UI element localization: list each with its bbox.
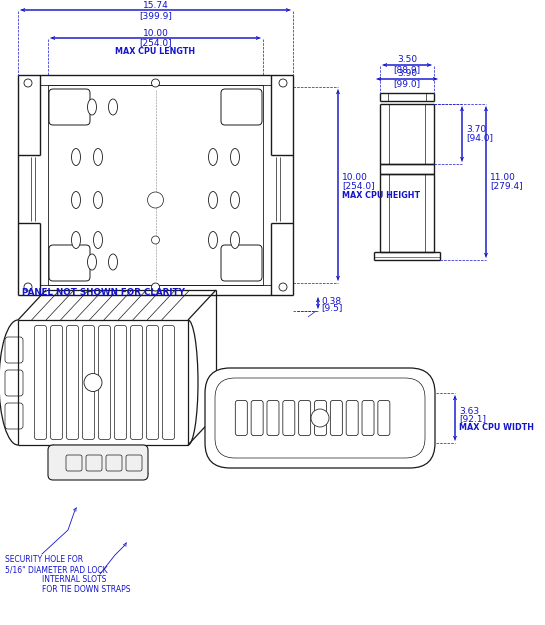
Text: 3.63: 3.63 xyxy=(459,406,479,416)
Ellipse shape xyxy=(88,99,96,115)
Circle shape xyxy=(24,79,32,87)
Text: 11.00: 11.00 xyxy=(490,173,516,181)
Circle shape xyxy=(24,283,32,291)
Circle shape xyxy=(84,374,102,391)
Text: [9.5]: [9.5] xyxy=(321,304,342,312)
FancyBboxPatch shape xyxy=(49,245,90,281)
Text: [399.9]: [399.9] xyxy=(139,11,172,21)
Text: PANEL NOT SHOWN FOR CLARITY: PANEL NOT SHOWN FOR CLARITY xyxy=(22,288,185,297)
FancyBboxPatch shape xyxy=(215,378,425,458)
Ellipse shape xyxy=(209,149,217,166)
Ellipse shape xyxy=(94,191,102,209)
Text: [88.9]: [88.9] xyxy=(393,66,421,74)
Circle shape xyxy=(279,283,287,291)
Ellipse shape xyxy=(209,231,217,249)
Circle shape xyxy=(311,409,329,427)
Text: SECURITY HOLE FOR
5/16" DIAMETER PAD LOCK: SECURITY HOLE FOR 5/16" DIAMETER PAD LOC… xyxy=(5,555,107,574)
Ellipse shape xyxy=(94,149,102,166)
Ellipse shape xyxy=(71,191,81,209)
Ellipse shape xyxy=(108,254,118,270)
FancyBboxPatch shape xyxy=(221,89,262,125)
Ellipse shape xyxy=(88,254,96,270)
Text: [92.1]: [92.1] xyxy=(459,414,486,424)
Text: 15.74: 15.74 xyxy=(143,1,168,9)
Ellipse shape xyxy=(108,99,118,115)
FancyBboxPatch shape xyxy=(221,245,262,281)
Text: [254.0]: [254.0] xyxy=(139,39,172,48)
Text: 3.50: 3.50 xyxy=(397,56,417,64)
Text: 3.90: 3.90 xyxy=(397,69,417,79)
Circle shape xyxy=(152,283,160,291)
Text: [94.0]: [94.0] xyxy=(466,134,493,142)
Text: 10.00: 10.00 xyxy=(342,174,368,182)
Text: 0.38: 0.38 xyxy=(321,296,341,306)
Circle shape xyxy=(148,192,164,208)
Circle shape xyxy=(152,79,160,87)
Ellipse shape xyxy=(231,149,239,166)
Text: MAX CPU LENGTH: MAX CPU LENGTH xyxy=(116,48,196,56)
Text: [99.0]: [99.0] xyxy=(393,79,421,89)
FancyBboxPatch shape xyxy=(205,368,435,468)
Text: 3.70: 3.70 xyxy=(466,124,486,134)
Circle shape xyxy=(89,379,97,386)
Ellipse shape xyxy=(209,191,217,209)
Ellipse shape xyxy=(231,191,239,209)
Text: MAX CPU WIDTH: MAX CPU WIDTH xyxy=(459,424,534,432)
FancyBboxPatch shape xyxy=(48,445,148,480)
FancyBboxPatch shape xyxy=(49,89,90,125)
Text: [254.0]: [254.0] xyxy=(342,181,374,191)
Ellipse shape xyxy=(94,231,102,249)
Text: INTERNAL SLOTS
FOR TIE DOWN STRAPS: INTERNAL SLOTS FOR TIE DOWN STRAPS xyxy=(42,575,130,594)
Ellipse shape xyxy=(71,231,81,249)
Text: MAX CPU HEIGHT: MAX CPU HEIGHT xyxy=(342,191,420,199)
Circle shape xyxy=(152,236,160,244)
Text: [279.4]: [279.4] xyxy=(490,181,523,191)
Ellipse shape xyxy=(71,149,81,166)
Circle shape xyxy=(316,414,324,422)
Circle shape xyxy=(279,79,287,87)
Circle shape xyxy=(152,196,160,204)
Text: 10.00: 10.00 xyxy=(143,29,168,38)
Ellipse shape xyxy=(231,231,239,249)
